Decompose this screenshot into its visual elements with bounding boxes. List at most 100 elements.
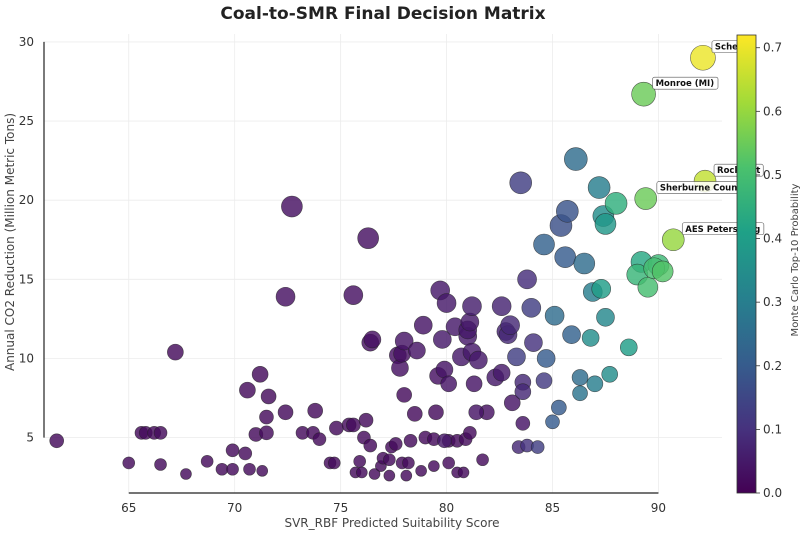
scatter-point xyxy=(468,404,485,421)
scatter-point xyxy=(562,325,581,345)
scatter-point xyxy=(587,176,611,199)
scatter-point xyxy=(167,343,184,361)
scatter-point xyxy=(442,456,455,470)
scatter-point xyxy=(536,349,556,368)
y-tick-label: 20 xyxy=(19,193,34,207)
scatter-point xyxy=(514,383,532,401)
scatter-point xyxy=(281,195,303,218)
annotation: Monroe (MI) xyxy=(652,76,719,90)
scatter-point xyxy=(586,375,604,393)
annotation-box xyxy=(652,76,719,90)
scatter-point xyxy=(690,44,716,71)
y-tick-label: 15 xyxy=(19,272,34,286)
x-axis-label: SVR_RBF Predicted Suitability Score xyxy=(284,516,499,530)
scatter-point xyxy=(457,466,470,479)
colorbar-tick-label: 0.1 xyxy=(763,422,782,436)
colorbar-tick-label: 0.6 xyxy=(763,104,782,118)
x-tick-label: 70 xyxy=(227,501,242,515)
scatter-point xyxy=(307,402,324,419)
scatter-point xyxy=(594,213,617,235)
grid xyxy=(44,34,722,493)
scatter-point xyxy=(154,458,167,471)
scatter-point xyxy=(492,363,511,382)
scatter-point xyxy=(356,466,368,479)
axes: 65 70 75 80 85 90 5 10 15 20 25 30 xyxy=(19,35,666,515)
annotation-label: Monroe (MI) xyxy=(656,79,715,89)
x-tick-label: 80 xyxy=(439,501,454,515)
scatter-point xyxy=(435,360,454,379)
scatter-point xyxy=(428,460,440,472)
scatter-point xyxy=(277,404,294,421)
chart-title: Coal-to-SMR Final Decision Matrix xyxy=(220,4,545,24)
scatter-point xyxy=(637,276,659,298)
scatter-point xyxy=(343,285,364,305)
scatter-point xyxy=(572,385,588,402)
colorbar-ticks: 0.0 0.1 0.2 0.3 0.4 0.5 0.6 0.7 xyxy=(756,41,782,500)
annotation-label: Sherburne County xyxy=(660,184,747,194)
y-axis-label: Annual CO2 Reduction (Million Metric Ton… xyxy=(3,113,17,371)
scatter-point xyxy=(122,456,136,470)
scatter-point xyxy=(436,293,457,313)
annotation: Sherburne County xyxy=(656,181,750,194)
scatter-point xyxy=(403,433,418,448)
scatter-point xyxy=(200,455,214,468)
colorbar-tick-label: 0.0 xyxy=(763,486,782,500)
scatter-point xyxy=(651,260,674,283)
colorbar-tick-label: 0.5 xyxy=(763,168,782,182)
scatter-point xyxy=(256,465,269,477)
colorbar-gradient xyxy=(736,34,757,494)
scatter-point xyxy=(180,468,192,480)
scatter-point xyxy=(515,416,531,431)
scatter-point xyxy=(363,438,378,453)
annotation-label: Scherer xyxy=(715,43,753,53)
colorbar-tick-label: 0.4 xyxy=(763,232,782,246)
scatter-point xyxy=(396,387,412,403)
scatter-point xyxy=(545,414,560,430)
scatter-point xyxy=(533,233,555,256)
scatter-point xyxy=(631,81,656,107)
scatter-point xyxy=(503,394,521,412)
scatter-point xyxy=(509,171,533,195)
x-tick-label: 65 xyxy=(121,501,136,515)
colorbar-label: Monte Carlo Top-10 Probability xyxy=(790,183,801,336)
scatter-point xyxy=(357,227,379,249)
scatter-point xyxy=(604,192,628,215)
scatter-point xyxy=(437,433,452,449)
scatter-point xyxy=(251,365,269,383)
scatter-point xyxy=(581,329,600,347)
scatter-point xyxy=(238,446,253,461)
scatter-point xyxy=(433,330,452,349)
scatter-point xyxy=(368,468,381,480)
scatter-point xyxy=(521,298,542,318)
scatter-point xyxy=(469,350,488,370)
scatter-point xyxy=(462,296,482,317)
scatter-point xyxy=(346,417,361,433)
scatter-point xyxy=(383,469,396,482)
scatter-point xyxy=(49,433,65,449)
x-tick-label: 75 xyxy=(333,501,348,515)
scatter-point xyxy=(524,333,543,352)
y-tick-label: 5 xyxy=(26,431,34,445)
scatter-point xyxy=(408,341,426,360)
scatter-point xyxy=(634,187,658,210)
scatter-point xyxy=(243,462,256,476)
scatter-point xyxy=(551,399,567,416)
scatter-point xyxy=(327,456,341,470)
scatter-point xyxy=(601,365,619,383)
scatter-point xyxy=(544,305,565,326)
scatter-points xyxy=(49,44,717,482)
scatter-point xyxy=(259,409,274,425)
scatter-point xyxy=(388,437,403,451)
scatter-point xyxy=(440,375,457,393)
scatter-point xyxy=(530,440,545,454)
scatter-point xyxy=(358,412,374,428)
scatter-point xyxy=(619,338,638,357)
scatter-point xyxy=(260,388,277,405)
scatter-point xyxy=(476,453,489,467)
colorbar: 0.0 0.1 0.2 0.3 0.4 0.5 0.6 0.7 Monte Carlo Top… xyxy=(736,34,801,500)
scatter-point xyxy=(596,308,615,327)
y-tick-label: 30 xyxy=(19,35,34,49)
scatter-point xyxy=(383,453,396,467)
colorbar-tick-label: 0.2 xyxy=(763,359,782,373)
